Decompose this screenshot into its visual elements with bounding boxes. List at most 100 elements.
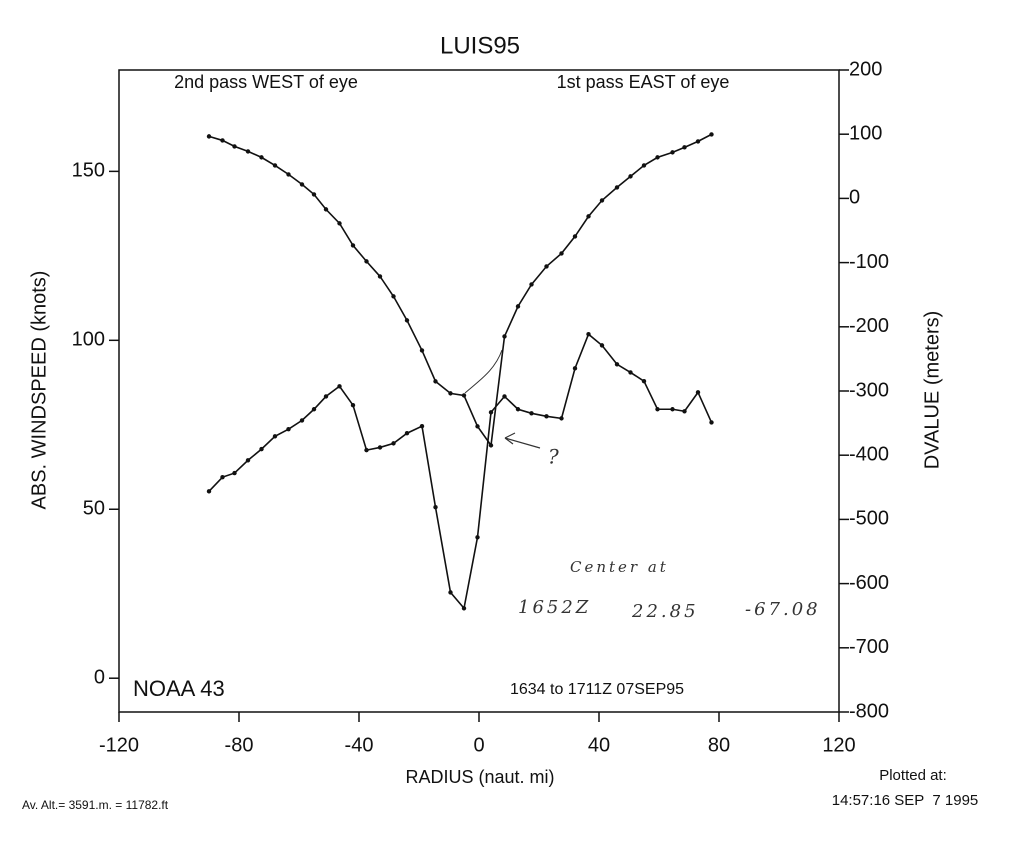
y-tick-label: 150 [72, 160, 105, 182]
data-point [544, 264, 549, 269]
data-point [515, 407, 521, 412]
data-point [350, 402, 356, 408]
y2-tick-label: -100 [849, 251, 889, 273]
data-point [364, 447, 369, 453]
data-point [461, 606, 467, 611]
data-point [364, 259, 369, 264]
data-point [377, 445, 383, 450]
plotted-label: Plotted at: [879, 767, 947, 784]
subtitle-left: 2nd pass WEST of eye [174, 72, 358, 92]
x-tick-label: 120 [822, 734, 855, 756]
y-axis-label: ABS. WINDSPEED (knots) [28, 271, 50, 510]
plot-frame [118, 69, 840, 713]
data-point [448, 590, 453, 595]
data-point [529, 411, 534, 416]
data-point [614, 362, 620, 367]
y-tick-label: 0 [94, 666, 105, 688]
y2-tick-label: -800 [849, 700, 889, 722]
data-point [419, 423, 425, 429]
data-point [245, 458, 251, 463]
data-point [709, 132, 714, 137]
time-range: 1634 to 1711Z 07SEP95 [510, 681, 684, 698]
handwritten-note: 22.85 [631, 601, 699, 622]
handwritten-note: -67.08 [745, 599, 821, 620]
data-point [311, 192, 317, 197]
data-point [232, 470, 237, 476]
data-point [272, 163, 278, 168]
data-point [559, 416, 564, 421]
data-point [628, 370, 633, 375]
data-point [614, 185, 620, 190]
data-point [502, 334, 507, 339]
handwritten-note: ? [548, 445, 562, 469]
data-point [641, 163, 647, 168]
data-point [272, 434, 278, 439]
data-point [586, 332, 591, 337]
x-tick-label: -80 [225, 734, 254, 756]
altitude-note: Av. Alt.= 3591.m. = 11782.ft [22, 798, 169, 812]
y2-tick-label: -700 [849, 636, 889, 658]
data-point [391, 294, 396, 299]
data-point [220, 474, 225, 480]
hand-curve [464, 349, 503, 394]
data-point [245, 149, 251, 154]
data-point [695, 390, 701, 395]
data-point [232, 144, 237, 149]
data-point [391, 441, 396, 446]
hand-arrow [504, 432, 541, 449]
y-tick-label: 100 [72, 329, 105, 351]
data-point [515, 304, 521, 309]
data-point [220, 138, 225, 143]
data-point [559, 251, 564, 256]
data-point [572, 234, 578, 239]
data-point [259, 446, 264, 452]
data-point [529, 282, 534, 287]
data-point [350, 243, 356, 248]
y2-tick-label: 200 [849, 58, 882, 80]
x-tick-label: 80 [708, 734, 730, 756]
data-point [475, 424, 480, 429]
data-point [599, 343, 605, 348]
data-point [311, 407, 317, 412]
data-point [337, 384, 342, 389]
data-point [695, 139, 701, 144]
y2-tick-label: -500 [849, 508, 889, 530]
chart-title: LUIS95 [440, 32, 520, 59]
data-point [641, 379, 647, 384]
data-point [655, 155, 660, 160]
data-point [206, 489, 212, 494]
data-point [299, 182, 305, 187]
series-line [208, 133, 712, 448]
series-line [208, 332, 713, 611]
x-tick-label: -40 [345, 734, 374, 756]
data-point [670, 150, 675, 155]
plotted-time: 14:57:16 SEP 7 1995 [832, 792, 979, 809]
data-point [419, 348, 425, 353]
data-point [259, 155, 264, 160]
data-point [670, 407, 675, 412]
data-point [628, 174, 633, 179]
subtitle-right: 1st pass EAST of eye [557, 72, 730, 92]
y2-tick-label: 0 [849, 187, 860, 209]
data-point [404, 318, 410, 323]
data-point [337, 221, 342, 226]
data-point [599, 198, 605, 203]
data-point [323, 394, 329, 399]
data-point [586, 214, 591, 219]
x-tick-label: -120 [99, 734, 139, 756]
data-point [448, 391, 453, 396]
data-point [206, 134, 212, 139]
y2-tick-label: -600 [849, 572, 889, 594]
y2-tick-label: -200 [849, 315, 889, 337]
data-point [286, 426, 291, 432]
data-point [461, 393, 467, 398]
data-point [572, 366, 578, 371]
x-axis-label: RADIUS (naut. mi) [405, 767, 554, 787]
y2-axis-label: DVALUE (meters) [921, 311, 943, 470]
y2-tick-label: -300 [849, 379, 889, 401]
data-point [488, 410, 494, 415]
handwritten-note: Center at [570, 558, 669, 576]
y2-tick-label: 100 [849, 122, 882, 144]
data-point [433, 505, 438, 510]
